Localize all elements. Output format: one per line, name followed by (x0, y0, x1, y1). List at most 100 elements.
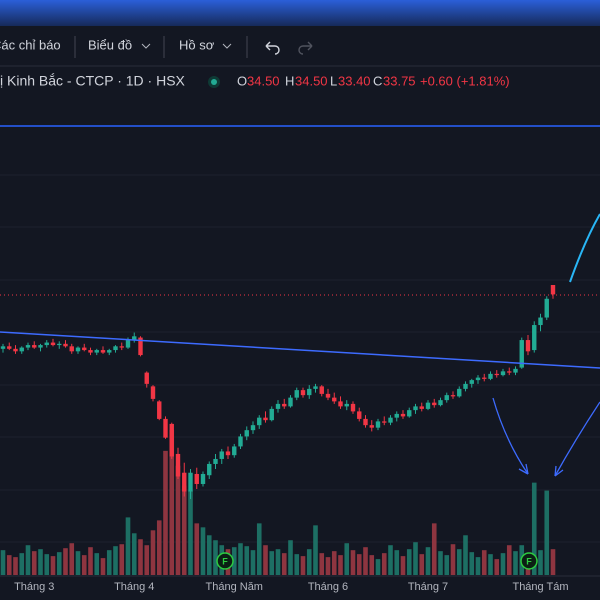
candle-body (150, 386, 156, 399)
candle-body (307, 388, 312, 396)
volume-bar (419, 554, 425, 575)
volume-bar (369, 555, 375, 575)
volume-bar (306, 549, 312, 575)
profile-menu[interactable]: Hồ sơ (179, 37, 215, 52)
candle-body (407, 410, 412, 417)
volume-bar (156, 520, 162, 575)
brush-drawing[interactable] (569, 213, 600, 283)
volume-bar (238, 543, 243, 575)
event-marker (216, 552, 234, 570)
candle-body (363, 418, 368, 426)
volume-bar (406, 549, 412, 575)
candle-body (132, 336, 137, 341)
candle-body (194, 473, 199, 484)
candle-body (294, 390, 299, 398)
redo-button[interactable] (298, 41, 313, 55)
volume-bar (513, 551, 518, 575)
volume-bar (206, 535, 212, 575)
volume-bar (50, 556, 56, 575)
toolbar (0, 26, 600, 66)
candle-body (313, 386, 318, 389)
candle-body (400, 413, 406, 417)
candle-body (319, 386, 324, 394)
candle-body (482, 377, 487, 379)
candle-body (519, 340, 524, 368)
high-value: 34.50 (295, 73, 328, 88)
volume-bar (363, 547, 368, 575)
symbol-title: ị Kinh Bắc - CTCP · 1D · HSX (0, 73, 186, 89)
volume-bar (381, 553, 387, 575)
candle-body (338, 401, 343, 407)
event-marker-label: F (526, 556, 532, 566)
volume-bar (294, 554, 300, 575)
volume-bar (19, 553, 25, 575)
candle-body (275, 403, 281, 409)
candle-body (388, 417, 393, 423)
candle-body (7, 346, 12, 349)
close-value: 33.75 (383, 73, 416, 88)
plot: Tháng 3 Tháng 4 Tháng Năm Tháng 6 Tháng 7 Thá… (0, 285, 569, 593)
volume-bar (175, 465, 181, 575)
candle-body (532, 325, 537, 351)
candle-body (144, 372, 149, 384)
volume-bar (475, 557, 481, 575)
volume-bar (338, 555, 343, 575)
volume-bar (544, 490, 550, 575)
volume-bar (38, 549, 43, 575)
candle-body (57, 343, 62, 346)
candle-body (413, 406, 418, 411)
indicators-button[interactable]: Các chỉ báo (0, 37, 61, 52)
volume-bar (388, 545, 393, 575)
volume-bar (350, 550, 356, 575)
volume-bar (531, 482, 537, 575)
candle-body (325, 393, 331, 398)
candle-body (357, 411, 362, 419)
candle-body (494, 373, 499, 376)
volume-bar (325, 557, 331, 575)
volume-bar (400, 556, 406, 575)
volume-bar (31, 551, 37, 575)
volume-bar (275, 549, 281, 575)
candle-body (432, 402, 437, 406)
symbol-legend: ị Kinh Bắc - CTCP · 1D · HSX O 34.50 H 3… (0, 73, 510, 89)
volume-bar (181, 485, 187, 575)
candle-body (538, 317, 543, 326)
candle-body (288, 397, 293, 407)
candle-body (282, 403, 287, 407)
candle-body (350, 403, 356, 412)
volume-bar (125, 517, 131, 575)
candle-body (369, 425, 374, 428)
candle-body (469, 380, 474, 384)
volume-bar (506, 545, 512, 575)
volume-bar (144, 545, 150, 575)
candle-body (500, 371, 506, 376)
volume-bar (63, 548, 68, 575)
candle-body (450, 395, 456, 397)
volume-bar (450, 544, 456, 575)
candle-body (119, 346, 124, 348)
candle-body (32, 345, 37, 348)
candle-body (382, 421, 387, 423)
candle-body (44, 342, 49, 346)
arrow-drawings[interactable] (492, 397, 600, 477)
trend-line-drawing[interactable] (0, 331, 600, 369)
undo-button[interactable] (265, 41, 280, 55)
event-marker (520, 552, 538, 570)
volume-bar (444, 555, 450, 575)
chart-menu[interactable]: Biểu đồ (88, 37, 132, 52)
candle-body (138, 337, 143, 356)
volume-bar (0, 550, 6, 575)
candle-body (113, 346, 118, 351)
volume-bar (281, 553, 287, 575)
candle-body (457, 388, 462, 397)
volume-bar (356, 554, 362, 575)
candle-body (125, 340, 131, 348)
volume-bar (6, 555, 12, 575)
time-axis-label: Tháng Năm (206, 581, 263, 593)
volume-bar (244, 546, 250, 575)
candle-body (419, 406, 424, 409)
candle-body (75, 347, 81, 352)
volume-bar (319, 553, 325, 575)
volume-bar (100, 558, 106, 575)
candle-body (463, 383, 468, 389)
